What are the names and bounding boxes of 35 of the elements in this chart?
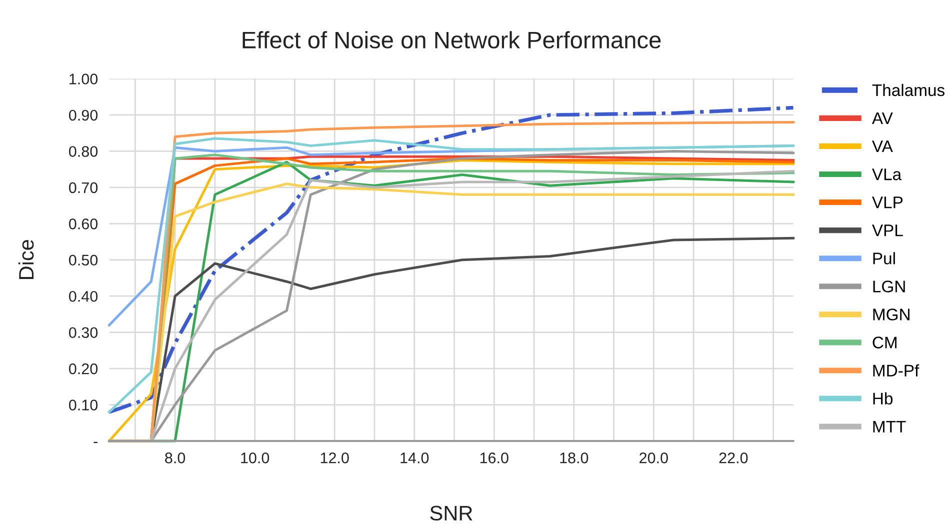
y-tick-label: 0.20	[69, 363, 98, 374]
x-tick-label: 14.0	[400, 452, 429, 464]
legend-label: VLP	[872, 196, 903, 208]
y-tick-label: 0.80	[69, 146, 98, 157]
legend-label: MD-Pf	[873, 364, 920, 376]
legend-label: MTT	[873, 420, 906, 432]
legend-label: CM	[872, 336, 896, 348]
x-tick-label: 22.0	[719, 452, 748, 464]
y-tick-label: 0.50	[69, 254, 98, 266]
x-tick-label: 20.0	[640, 452, 668, 464]
chart-title: Effect of Noise on Network Performance	[242, 31, 661, 48]
legend-label: Thalamus	[872, 84, 945, 96]
x-tick-label: 16.0	[480, 452, 508, 464]
y-tick-label: 1.00	[70, 74, 98, 84]
y-tick-label: 0.70	[69, 182, 98, 194]
legend-label: MGN	[873, 308, 910, 320]
y-tick-label: 0.60	[69, 218, 98, 230]
y-tick-label: -	[94, 442, 98, 444]
legend-label: VLa	[872, 168, 902, 180]
legend-label: LGN	[873, 280, 905, 292]
y-axis-title: Dice	[18, 240, 34, 280]
x-tick-label: 10.0	[241, 452, 270, 464]
x-tick-label: 8.0	[165, 452, 186, 464]
x-tick-label: 12.0	[320, 452, 349, 464]
legend-label: Hb	[873, 392, 893, 405]
legend-label: VPL	[872, 224, 903, 236]
y-tick-label: 0.40	[69, 290, 98, 302]
x-tick-label: 18.0	[560, 452, 588, 464]
y-tick-label: 0.90	[69, 110, 98, 121]
x-axis-title: SNR	[430, 506, 472, 521]
legend-label: Pul	[873, 252, 895, 264]
y-tick-label: 0.30	[69, 327, 98, 338]
y-tick-label: 0.10	[69, 400, 98, 410]
legend-label: VA	[872, 140, 893, 152]
legend-label: AV	[872, 112, 893, 124]
